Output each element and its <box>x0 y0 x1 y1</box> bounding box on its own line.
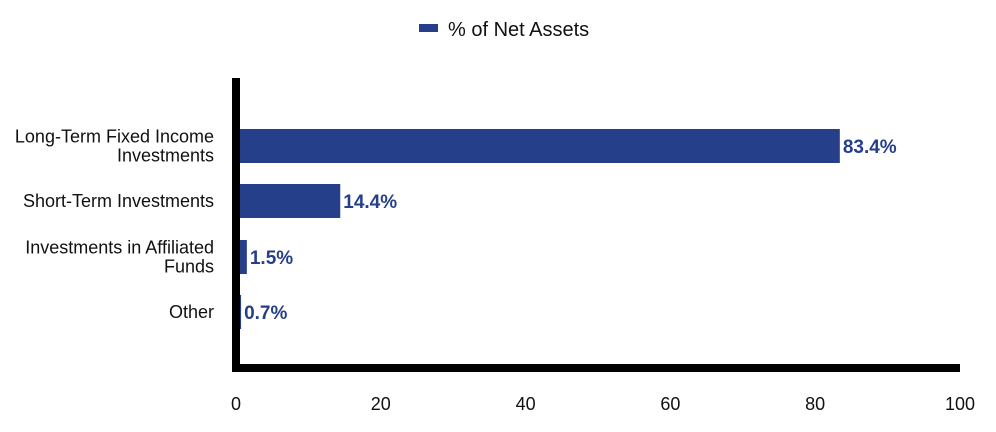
x-tick-label-4: 80 <box>805 394 825 414</box>
category-label-0-line-1: Investments <box>117 146 214 166</box>
category-label-1: Short-Term Investments <box>23 191 214 211</box>
bar-1 <box>236 184 341 218</box>
legend-label: % of Net Assets <box>448 19 589 41</box>
x-tick-label-3: 60 <box>660 394 680 414</box>
category-label-2: Investments in Affiliated Funds <box>25 238 214 277</box>
category-labels: Long-Term Fixed Income Investments Short-T… <box>15 127 214 323</box>
data-label-3: 0.7% <box>244 303 287 324</box>
data-label-1: 14.4% <box>343 192 397 213</box>
x-tick-label-1: 20 <box>371 394 391 414</box>
category-label-3: Other <box>169 302 214 322</box>
legend: % of Net Assets <box>419 19 589 41</box>
category-label-2-line-0: Investments in Affiliated <box>25 238 214 258</box>
category-label-2-line-1: Funds <box>164 257 214 277</box>
data-label-2: 1.5% <box>250 248 293 269</box>
bar-0 <box>236 129 840 163</box>
bar-2 <box>236 240 247 274</box>
data-labels: 83.4% 14.4% 1.5% 0.7% <box>244 137 897 324</box>
x-tick-label-0: 0 <box>231 394 241 414</box>
data-label-0: 83.4% <box>843 137 897 158</box>
x-tick-label-2: 40 <box>516 394 536 414</box>
x-tick-label-5: 100 <box>945 394 975 414</box>
category-label-1-line-0: Short-Term Investments <box>23 191 214 211</box>
legend-swatch <box>419 24 438 32</box>
x-axis-ticks: 0 20 40 60 80 100 <box>231 394 975 414</box>
bars <box>236 129 840 329</box>
category-label-0: Long-Term Fixed Income Investments <box>15 127 214 166</box>
category-label-0-line-0: Long-Term Fixed Income <box>15 127 214 147</box>
category-label-3-line-0: Other <box>169 302 214 322</box>
